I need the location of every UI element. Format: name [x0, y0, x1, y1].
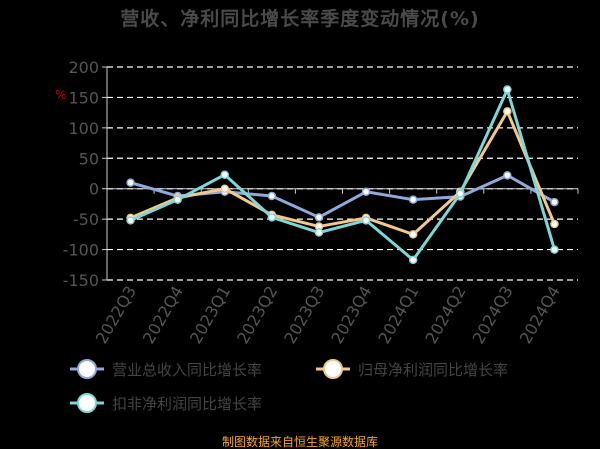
- data-point: [220, 184, 229, 193]
- x-tick-label: 2023Q2: [233, 283, 281, 347]
- x-tick-label: 2024Q4: [516, 283, 564, 347]
- data-point: [503, 171, 512, 180]
- data-point: [220, 170, 229, 179]
- data-point: [408, 230, 418, 239]
- data-point: [408, 195, 418, 204]
- y-tick-label: -50: [73, 210, 99, 229]
- data-point: [550, 197, 559, 207]
- legend-marker: [77, 359, 97, 379]
- unit-label: %: [55, 88, 67, 102]
- y-tick-label: 200: [68, 58, 99, 77]
- y-tick-label: 0: [89, 180, 99, 199]
- data-point: [126, 216, 135, 225]
- data-point: [503, 85, 512, 94]
- legend-label: 归母净利润同比增长率: [358, 361, 508, 379]
- x-tick-label: 2024Q1: [374, 283, 422, 347]
- source-note: 制图数据来自恒生聚源数据库: [221, 435, 378, 449]
- series-line-2: [129, 109, 556, 236]
- x-tick-label: 2023Q3: [280, 283, 328, 347]
- chart-title: 营收、净利同比增长率季度变动情况(%): [120, 8, 480, 30]
- series-line-1: [130, 173, 556, 219]
- data-point: [314, 228, 324, 237]
- data-point: [361, 216, 371, 225]
- data-point: [550, 219, 559, 229]
- legend-marker: [77, 393, 97, 413]
- data-point: [267, 213, 277, 222]
- legend-label: 扣非净利润同比增长率: [112, 395, 262, 413]
- series-line-3: [129, 88, 556, 262]
- y-tick-label: 150: [68, 88, 99, 107]
- legend-marker: [323, 359, 343, 379]
- legend-label: 营业总收入同比增长率: [112, 361, 262, 379]
- data-point: [503, 107, 512, 116]
- data-point: [267, 191, 277, 201]
- y-tick-label: 100: [68, 119, 99, 138]
- y-tick-label: 50: [79, 149, 99, 168]
- x-tick-label: 2023Q4: [327, 283, 375, 347]
- x-tick-label: 2024Q3: [469, 283, 517, 347]
- data-point: [361, 187, 371, 197]
- x-tick-label: 2023Q1: [186, 283, 234, 347]
- data-point: [126, 178, 135, 187]
- x-tick-label: 2024Q2: [422, 283, 470, 347]
- data-point: [314, 213, 324, 222]
- data-point: [173, 195, 182, 204]
- data-point: [550, 245, 559, 254]
- x-tick-label: 2022Q4: [139, 283, 187, 347]
- x-tick-label: 2022Q3: [92, 283, 140, 347]
- y-tick-label: -150: [63, 271, 99, 290]
- data-point: [408, 255, 418, 265]
- y-tick-label: -100: [63, 241, 99, 260]
- data-point: [456, 189, 465, 198]
